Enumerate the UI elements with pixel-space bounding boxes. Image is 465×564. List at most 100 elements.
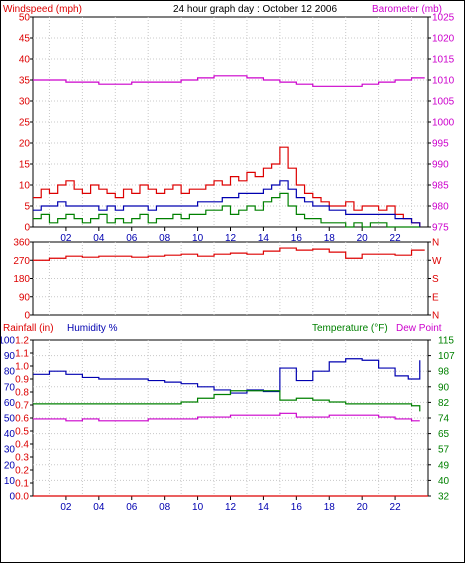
- hour-tick-label: 08: [159, 233, 171, 244]
- dewpoint-line: [33, 412, 420, 422]
- y-tick-label: 98: [438, 367, 450, 378]
- humidity-axis-label: Humidity %: [67, 323, 118, 334]
- panel-3-border: [32, 339, 429, 497]
- y-tick-label: 10: [19, 181, 31, 192]
- y-tick-label: 49: [438, 460, 450, 471]
- barometer-axis-label: Barometer (mb): [372, 4, 442, 15]
- y-tick-label: 65: [438, 429, 450, 440]
- hour-tick-label: 16: [291, 502, 303, 513]
- humidity-tick-label: 100: [1, 336, 15, 347]
- rainfall-tick-label: 0.2: [15, 466, 29, 477]
- y-tick-label: 57: [438, 445, 450, 456]
- y-tick-label: 30: [19, 97, 31, 108]
- y-tick-label: 40: [19, 55, 31, 66]
- panel-1-barometer-ticks: 975 980 985 990 995 1000 1005 1010 1015 1020 1025: [428, 13, 455, 234]
- y-tick-label: 25: [19, 118, 31, 129]
- y-tick-label: 995: [432, 139, 449, 150]
- panel-2-series: [33, 247, 425, 261]
- hour-tick-label: 02: [60, 233, 72, 244]
- y-tick-label: 1000: [432, 118, 455, 129]
- panel-3-left-ticks: 0 10 20 30 40 50 60 70 80 90 100 0.0 0.1 0.2 0.3 0.4 0.5…: [1, 336, 33, 503]
- y-tick-label: 1015: [432, 55, 455, 66]
- hour-tick-label: 04: [93, 502, 105, 513]
- hour-tick-label: 06: [126, 502, 138, 513]
- y-tick-label: 5: [24, 202, 30, 213]
- hour-tick-label: 06: [126, 233, 138, 244]
- windspeed-line-0: [33, 146, 421, 227]
- y-tick-label: 90: [19, 292, 31, 303]
- rainfall-tick-label: 0.9: [15, 375, 29, 386]
- humidity-tick-label: 60: [4, 398, 16, 409]
- rainfall-tick-label: 0.4: [15, 440, 29, 451]
- humidity-tick-label: 20: [4, 460, 16, 471]
- humidity-tick-label: 40: [4, 429, 16, 440]
- rainfall-tick-label: 0.1: [15, 479, 29, 490]
- y-tick-label: 35: [19, 76, 31, 87]
- temperature-line: [33, 390, 421, 412]
- rainfall-tick-label: 0.3: [15, 453, 29, 464]
- y-tick-label: 50: [19, 13, 31, 24]
- y-tick-label: 1025: [432, 13, 455, 24]
- y-tick-label: 45: [19, 34, 31, 45]
- panel-3-temperature-ticks: 32 40 49 57 65 74 82 90 98 107 115: [428, 336, 455, 503]
- y-tick-label: 180: [13, 274, 30, 285]
- windspeed-axis-label: Windspeed (mph): [3, 4, 82, 15]
- rainfall-tick-label: 0.7: [15, 401, 29, 412]
- panel-3-hour-ticks: 02 04 06 08 10 12 14 16 18 20 22: [60, 496, 401, 513]
- y-tick-label: 975: [432, 223, 449, 234]
- hour-tick-label: 14: [258, 233, 270, 244]
- windspeed-line-2: [33, 192, 420, 228]
- humidity-line: [33, 358, 421, 394]
- y-tick-label: N: [432, 238, 439, 249]
- barometer-line: [33, 75, 425, 87]
- y-tick-label: 90: [438, 382, 450, 393]
- panel-2-degree-ticks: 0 90 180 270 360: [13, 238, 33, 322]
- rainfall-tick-label: 1.2: [15, 336, 29, 347]
- rainfall-tick-label: 1.0: [15, 362, 29, 373]
- humidity-tick-label: 80: [4, 367, 16, 378]
- y-tick-label: 990: [432, 160, 449, 171]
- y-tick-label: 0: [24, 311, 30, 322]
- hour-tick-label: 12: [225, 502, 237, 513]
- rainfall-tick-label: 0.5: [15, 427, 29, 438]
- hour-tick-label: 22: [390, 502, 402, 513]
- hour-tick-label: 22: [390, 233, 402, 244]
- rainfall-tick-label: 0.0: [15, 492, 29, 503]
- windspeed-line-1: [33, 180, 421, 227]
- panel-1-hour-ticks: 02 04 06 08 10 12 14 16 18 20 22: [60, 227, 401, 244]
- humidity-tick-label: 0: [9, 492, 15, 503]
- y-tick-label: N: [432, 311, 439, 322]
- y-tick-label: E: [432, 292, 439, 303]
- wind-direction-line: [33, 247, 425, 261]
- hour-tick-label: 16: [291, 233, 303, 244]
- panel-1-series: [33, 75, 425, 228]
- hour-tick-label: 12: [225, 233, 237, 244]
- y-tick-label: 15: [19, 160, 31, 171]
- rainfall-axis-label: Rainfall (in): [3, 323, 54, 334]
- y-tick-label: 32: [438, 492, 450, 503]
- humidity-tick-label: 70: [4, 382, 16, 393]
- rainfall-tick-label: 1.1: [15, 349, 29, 360]
- hour-tick-label: 04: [93, 233, 105, 244]
- hour-tick-label: 20: [357, 233, 369, 244]
- humidity-tick-label: 50: [4, 414, 16, 425]
- humidity-tick-label: 30: [4, 445, 16, 456]
- y-tick-label: 20: [19, 139, 31, 150]
- hour-tick-label: 10: [192, 233, 204, 244]
- panel-3-grid: [33, 340, 428, 496]
- y-tick-label: 40: [438, 476, 450, 487]
- graph-title: 24 hour graph day : October 12 2006: [173, 4, 337, 15]
- humidity-tick-label: 90: [4, 351, 16, 362]
- y-tick-label: 360: [13, 238, 30, 249]
- dewpoint-axis-label: Dew Point: [396, 323, 442, 334]
- y-tick-label: 1020: [432, 34, 455, 45]
- hour-tick-label: 10: [192, 502, 204, 513]
- hour-tick-label: 18: [324, 233, 336, 244]
- rainfall-tick-label: 0.6: [15, 414, 29, 425]
- y-tick-label: 82: [438, 398, 450, 409]
- rainfall-tick-label: 0.8: [15, 388, 29, 399]
- panel-3-series: [33, 358, 428, 497]
